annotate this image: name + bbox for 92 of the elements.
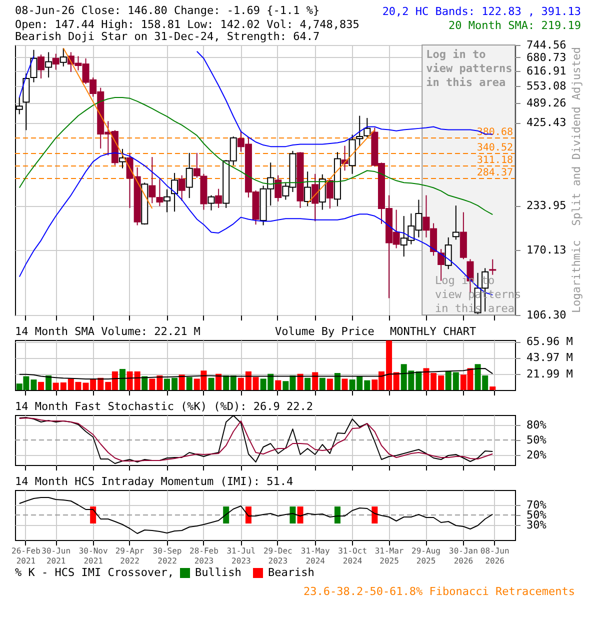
candlestick xyxy=(274,174,282,202)
y-tick-label: 553.08 xyxy=(526,80,566,93)
candlestick xyxy=(178,174,186,202)
legend-title: % K - HCS IMI Crossover, xyxy=(15,566,174,579)
x-tick-label: 29-Aug 2025 xyxy=(412,546,441,566)
chart-title: 14 Month SMA Volume: 22.21 M xyxy=(15,325,201,338)
bar xyxy=(304,378,311,390)
candlestick xyxy=(489,258,496,276)
x-tick-label: 08-Jun 2026 xyxy=(480,546,510,566)
y-tick-label: 30% xyxy=(526,518,547,532)
chart-title: 14 Month HCS Intraday Momentum (IMI): 51.4 xyxy=(15,475,294,488)
x-tick-label: 29-Dec 2023 xyxy=(263,546,293,566)
x-tick-label: 31-Mar 2025 xyxy=(374,546,404,566)
bar xyxy=(119,368,126,390)
candlestick xyxy=(215,188,222,208)
bar xyxy=(178,374,185,390)
bar xyxy=(490,386,496,390)
y-tick-label: 744.56 xyxy=(526,38,566,52)
ref-line-label: 284.37 xyxy=(476,168,513,179)
candlestick xyxy=(208,194,215,211)
bar xyxy=(216,374,222,390)
y-tick-label: 50% xyxy=(526,508,547,522)
y-tick-label: 80% xyxy=(526,418,547,432)
candlestick xyxy=(163,188,170,213)
y-tick-label: 489.26 xyxy=(526,96,566,110)
candlestick xyxy=(318,174,326,210)
chart-title: 14 Month Fast Stochastic (%K) (%D): 26.9 22.2 xyxy=(15,400,314,413)
candlestick xyxy=(22,73,30,131)
x-tick-label: 30-Jun 2021 xyxy=(42,546,71,566)
candlestick xyxy=(312,173,319,222)
x-tick-label: 30-Sep 2022 xyxy=(152,546,182,566)
bar xyxy=(275,380,282,390)
y-axis-title: Split and Dividend Adjusted xyxy=(570,47,583,226)
x-tick-label: 28-Feb 2023 xyxy=(190,546,219,566)
y-tick-label: 70% xyxy=(526,498,547,512)
chart-title: 08-Jun-26 Close: 146.80 Change: -1.69 {-1.1 %} xyxy=(15,4,320,17)
x-tick-label: 29-Apr 2022 xyxy=(115,546,144,566)
candlestick xyxy=(326,179,334,210)
text: Logarithmic xyxy=(570,240,583,313)
text: 20 Month SMA: 219.19 xyxy=(448,19,581,32)
y-tick-label: 20% xyxy=(526,448,547,462)
bar xyxy=(38,382,44,390)
candlestick xyxy=(38,54,45,79)
bar xyxy=(319,378,326,390)
band-label: Log in to view patterns in this area xyxy=(426,48,512,89)
x-tick-label: 31-Oct 2024 xyxy=(338,546,368,566)
candlestick xyxy=(444,236,452,270)
ref-line-label: 340.52 xyxy=(476,142,513,154)
y-tick-label: 680.73 xyxy=(526,50,566,64)
bar xyxy=(186,377,192,390)
x-tick-label: 31-Jul 2023 xyxy=(226,546,256,566)
text: MONTHLY CHART xyxy=(390,325,476,338)
y-tick-label: 170.13 xyxy=(526,243,566,256)
legend-label: Bearish xyxy=(268,566,314,579)
x-tick-label: 30-Jan 2026 xyxy=(449,546,478,566)
candlestick xyxy=(186,152,193,199)
bar xyxy=(297,374,304,390)
y-tick-label: 65.96 M xyxy=(526,335,574,348)
candlestick xyxy=(60,48,67,67)
x-tick-label: 26-Feb 2021 xyxy=(12,546,41,566)
candlestick xyxy=(52,53,60,70)
bar xyxy=(208,378,214,390)
bar xyxy=(142,376,148,390)
chart-subtitle: Open: 147.44 High: 158.81 Low: 142.02 Vol: 4,748,835 xyxy=(15,18,360,31)
bar xyxy=(312,372,318,390)
bar xyxy=(326,378,333,390)
candlestick xyxy=(45,52,52,78)
bar xyxy=(342,378,348,390)
y-tick-label: 616.91 xyxy=(526,64,566,78)
y-tick-label: 50% xyxy=(526,434,547,446)
bar xyxy=(334,373,340,390)
x-tick-label: 30-Nov 2021 xyxy=(78,546,108,566)
ref-line-label: 380.68 xyxy=(476,127,513,138)
line-series xyxy=(18,497,494,534)
text: 20,2 HC Bands: 122.83 , 391.13 xyxy=(382,5,581,18)
bar xyxy=(46,375,52,390)
candlestick xyxy=(452,205,460,240)
candlestick xyxy=(30,49,38,83)
candlestick xyxy=(171,172,178,212)
text: 23.6-38.2-50-61.8% Fibonacci Retracements xyxy=(303,585,575,598)
line-series xyxy=(18,368,494,380)
y-tick-label: 21.99 M xyxy=(526,367,574,380)
ref-line-label: 311.18 xyxy=(476,155,513,166)
x-tick-label: 31-May 2024 xyxy=(300,546,330,566)
text: Volume By Price xyxy=(275,325,374,338)
y-tick-label: 233.95 xyxy=(526,199,566,212)
y-tick-label: 106.30 xyxy=(526,308,566,322)
y-tick-label: 43.97 M xyxy=(526,351,574,364)
y-tick-label: 425.43 xyxy=(526,116,566,130)
text: Bearish Doji Star on 31-Dec-24, Strength: 64.7 xyxy=(15,30,320,43)
legend-label: Bullish xyxy=(195,566,242,579)
candlestick xyxy=(304,171,312,207)
